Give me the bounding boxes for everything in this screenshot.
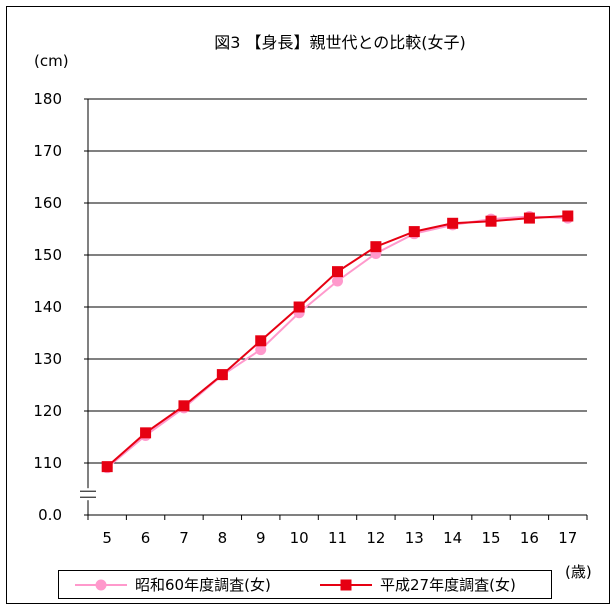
y-axis-unit-label: (cm) [34,52,69,70]
y-tick-label: 120 [33,402,62,420]
data-point [447,217,459,229]
data-point [332,266,343,278]
data-point [140,427,152,439]
x-tick-label: 14 [443,529,462,547]
x-tick-labels: 5 6 7 8 9 10 11 12 13 14 15 16 17 [102,529,577,547]
x-tick-label: 15 [481,529,500,547]
y-tick-label: 160 [33,194,62,212]
axis-break-gap [80,488,96,501]
data-point [485,215,497,227]
x-tick-label: 13 [405,529,424,547]
y-tick-label: 0.0 [38,506,62,524]
data-point [408,226,420,238]
x-tick-label: 9 [256,529,266,547]
y-tick-label: 110 [33,454,62,472]
data-point [255,335,267,347]
x-tick-label: 12 [366,529,385,547]
data-point [293,301,305,313]
y-tick-labels: 0.0 110 120 130 140 150 160 170 180 [33,90,62,524]
series-layer [101,210,574,474]
x-tick-label: 11 [328,529,347,547]
legend-label: 平成27年度調査(女) [380,576,516,594]
data-point [101,461,113,473]
legend-swatch-marker [340,579,352,591]
x-tick-label: 17 [558,529,577,547]
legend-box [58,570,552,599]
gridlines [88,98,587,464]
y-tick-label: 150 [33,246,62,264]
x-tick-label: 5 [102,529,112,547]
x-tick-label: 8 [218,529,228,547]
y-tick-label: 180 [33,90,62,108]
x-tick-label: 16 [520,529,539,547]
data-point [255,344,267,356]
y-tick-label: 130 [33,350,62,368]
legend-label: 昭和60年度調査(女) [135,576,271,594]
data-point [370,241,382,253]
data-point [332,275,343,287]
x-axis-unit-label: (歳) [565,563,592,581]
data-point [178,400,190,412]
data-point [562,210,574,222]
x-tick-label: 6 [141,529,151,547]
series-2 [101,210,574,473]
y-tick-label: 170 [33,142,62,160]
x-tick-label: 10 [290,529,309,547]
y-tick-label: 140 [33,298,62,316]
data-point [216,369,228,381]
axes [80,98,588,520]
legend: 昭和60年度調査(女) 平成27年度調査(女) [58,570,552,599]
data-point [523,212,535,224]
x-tick-label: 7 [179,529,189,547]
chart-title: 図3 【身長】親世代との比較(女子) [214,33,466,52]
legend-swatch-marker [95,579,107,591]
